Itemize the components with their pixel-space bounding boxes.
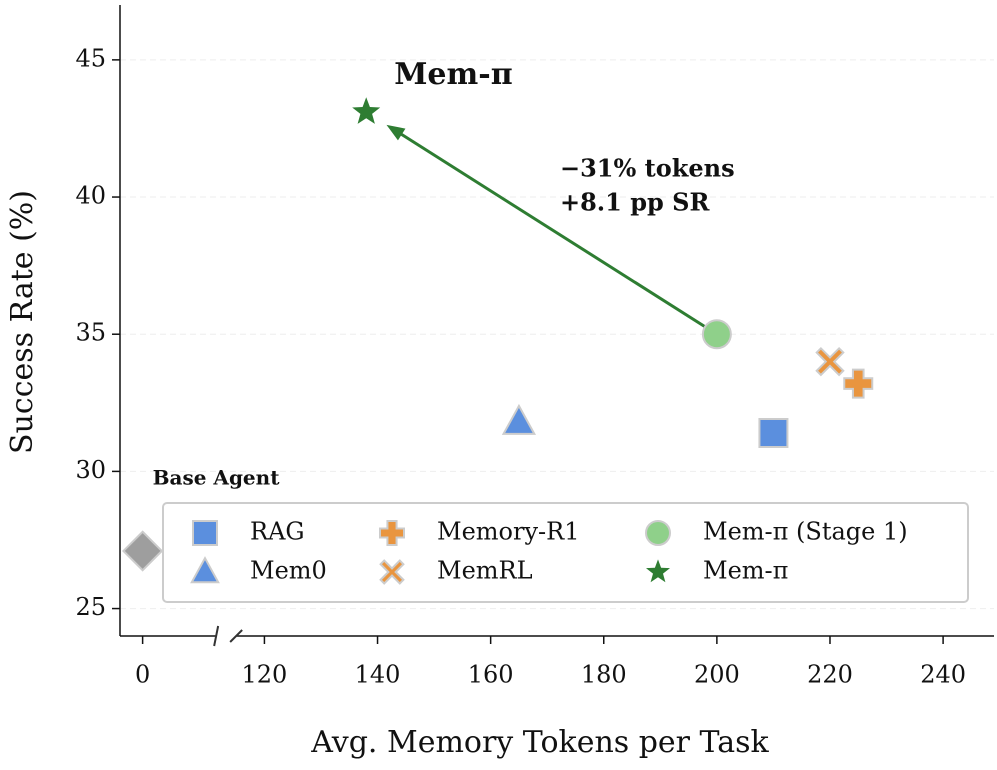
y-tick-label: 35 — [75, 319, 106, 347]
point — [843, 368, 874, 399]
x-tick-label: 200 — [694, 661, 740, 689]
annotation-text: −31% tokens — [560, 154, 735, 183]
point — [701, 319, 732, 350]
legend-label: Mem-π — [703, 557, 788, 585]
legend-label: Memory-R1 — [437, 518, 579, 546]
point — [758, 417, 789, 448]
legend-marker — [190, 556, 220, 584]
y-axis-label: Success Rate (%) — [5, 190, 40, 454]
legend-marker — [646, 559, 670, 583]
y-tick-label: 30 — [75, 456, 106, 484]
axis-break — [229, 629, 243, 643]
legend-box — [162, 502, 969, 603]
point — [501, 403, 537, 435]
axis-break — [213, 625, 220, 647]
point — [815, 346, 845, 377]
legend-label: RAG — [250, 518, 305, 546]
point — [352, 97, 381, 124]
x-tick-label: 120 — [242, 661, 288, 689]
legend-label: MemRL — [437, 557, 533, 585]
annotation-arrow — [395, 129, 718, 336]
legend-marker — [192, 520, 218, 546]
legend: RAG Mem0 Memory-R1 MemRL Mem-π (Stage 1) Mem-… — [162, 502, 969, 603]
annotation-text: +8.1 pp SR — [560, 188, 710, 217]
y-tick-label: 45 — [75, 44, 106, 72]
x-tick-label: 240 — [920, 661, 966, 689]
x-tick-label: 140 — [355, 661, 401, 689]
legend-marker — [645, 520, 671, 546]
legend-marker — [379, 520, 405, 546]
x-tick-label: 0 — [135, 661, 150, 689]
arrow-head — [386, 124, 406, 141]
x-axis-label: Avg. Memory Tokens per Task — [310, 725, 769, 760]
x-tick-label: 220 — [807, 661, 853, 689]
x-tick-label: 160 — [468, 661, 514, 689]
legend-marker — [379, 559, 405, 585]
annotation-label: Mem-π — [394, 57, 512, 92]
baseline-point — [122, 530, 164, 572]
y-tick-label: 40 — [75, 182, 106, 210]
legend-label: Mem-π (Stage 1) — [703, 518, 908, 546]
y-tick-label: 25 — [75, 593, 106, 621]
legend-label: Mem0 — [250, 557, 327, 585]
baseline-label: Base Agent — [153, 465, 281, 489]
x-tick-label: 180 — [581, 661, 627, 689]
